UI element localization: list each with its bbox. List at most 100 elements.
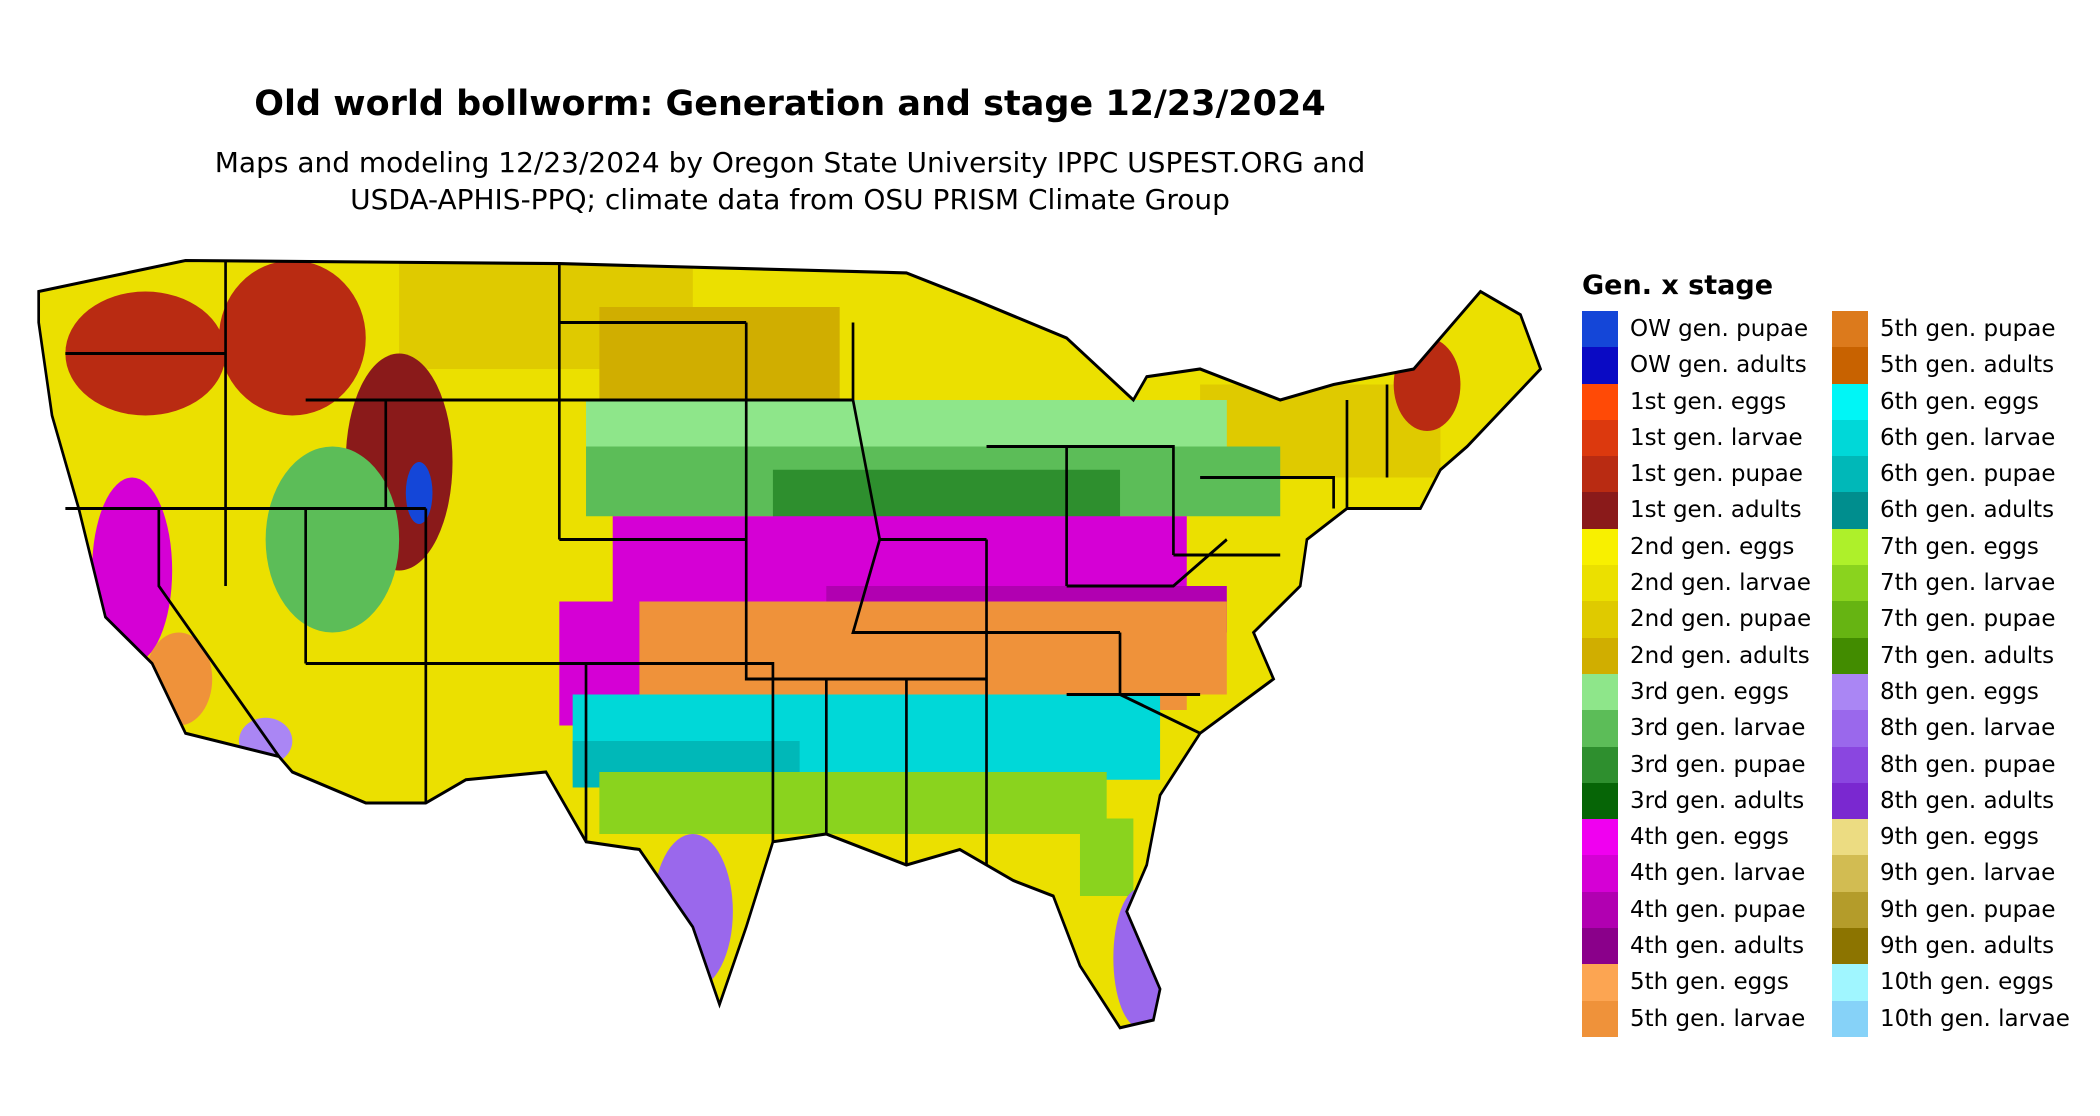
legend-swatch xyxy=(1582,637,1618,674)
legend-label: OW gen. adults xyxy=(1630,352,1807,379)
legend-label: 4th gen. eggs xyxy=(1630,824,1789,851)
legend-label: 8th gen. larvae xyxy=(1880,715,2056,742)
legend-swatch xyxy=(1582,528,1618,566)
us-generation-stage-map xyxy=(37,258,1543,1030)
region-3rd-gen-larvae-west xyxy=(265,446,400,633)
legend-label: 9th gen. eggs xyxy=(1880,824,2039,851)
legend-swatch xyxy=(1582,311,1618,348)
legend-label: 1st gen. larvae xyxy=(1630,424,1803,451)
state-lines xyxy=(65,260,1389,865)
region-7th-gen-larvae-fl xyxy=(1079,818,1134,896)
legend-swatch xyxy=(1832,456,1868,493)
state-boundaries xyxy=(37,258,1543,1030)
legend-swatch xyxy=(1582,673,1618,711)
legend-swatch xyxy=(1582,891,1618,929)
legend-label: 6th gen. pupae xyxy=(1880,461,2056,488)
legend-swatch xyxy=(1832,601,1868,638)
legend-swatch xyxy=(1832,928,1868,965)
legend-swatch xyxy=(1582,1000,1618,1037)
legend-label: 7th gen. eggs xyxy=(1880,533,2039,560)
legend-swatch xyxy=(1832,746,1868,783)
legend-label: 8th gen. adults xyxy=(1880,787,2055,814)
legend-label: 10th gen. eggs xyxy=(1880,969,2054,996)
legend-label: 7th gen. pupae xyxy=(1880,606,2056,633)
legend-swatch xyxy=(1832,347,1868,384)
region-3rd-gen-pupae xyxy=(772,469,1121,524)
legend-swatch xyxy=(1832,637,1868,674)
legend-label: 9th gen. pupae xyxy=(1880,896,2056,923)
legend-label: 3rd gen. adults xyxy=(1630,787,1805,814)
us-outline xyxy=(37,258,1543,1030)
legend-label: 4th gen. pupae xyxy=(1630,896,1806,923)
legend: Gen. x stage OW gen. pupae OW gen. adults… xyxy=(1582,270,2092,1040)
legend-label: 7th gen. adults xyxy=(1880,642,2055,669)
legend-label: 5th gen. larvae xyxy=(1630,1005,1806,1032)
legend-swatch xyxy=(1832,383,1868,420)
legend-label: OW gen. pupae xyxy=(1630,316,1809,342)
legend-label: 6th gen. eggs xyxy=(1880,388,2039,415)
legend-swatch xyxy=(1582,710,1618,747)
legend-label: 1st gen. pupae xyxy=(1630,461,1803,488)
legend-swatch xyxy=(1832,891,1868,929)
legend-swatch xyxy=(1832,492,1868,529)
legend-label: 2nd gen. larvae xyxy=(1630,570,1811,597)
legend-swatch xyxy=(1832,528,1868,566)
legend-label: 4th gen. adults xyxy=(1630,933,1805,960)
legend-swatch xyxy=(1582,383,1618,420)
legend-label: 1st gen. adults xyxy=(1630,497,1802,524)
map-title: Old world bollworm: Generation and stage… xyxy=(254,84,1326,124)
legend-label: 3rd gen. pupae xyxy=(1630,751,1806,778)
legend-swatch xyxy=(1582,855,1618,892)
legend-label: 8th gen. pupae xyxy=(1880,751,2056,778)
legend-label: 1st gen. eggs xyxy=(1630,388,1787,415)
legend-label: 9th gen. larvae xyxy=(1880,860,2056,887)
legend-swatch xyxy=(1832,419,1868,457)
legend-swatch xyxy=(1582,782,1618,820)
legend-title: Gen. x stage xyxy=(1582,270,1774,301)
legend-swatch xyxy=(1832,311,1868,348)
legend-swatch xyxy=(1832,782,1868,820)
legend-swatch xyxy=(1832,855,1868,892)
legend-label: 3rd gen. larvae xyxy=(1630,715,1806,742)
legend-swatch xyxy=(1832,819,1868,856)
legend-swatch xyxy=(1832,673,1868,711)
legend-swatch xyxy=(1832,710,1868,747)
legend-label: 7th gen. larvae xyxy=(1880,570,2056,597)
region-1st-gen-pupae-rockies xyxy=(218,260,366,416)
legend-label: 10th gen. larvae xyxy=(1880,1005,2070,1032)
map-subtitle: Maps and modeling 12/23/2024 by Oregon S… xyxy=(0,144,1580,218)
legend-label: 6th gen. adults xyxy=(1880,497,2055,524)
legend-swatch xyxy=(1582,819,1618,856)
region-8th-gen-larvae-tx xyxy=(652,834,733,989)
legend-swatch xyxy=(1582,456,1618,493)
legend-label: 3rd gen. eggs xyxy=(1630,678,1789,705)
legend-label: 2nd gen. adults xyxy=(1630,642,1810,669)
legend-label: 4th gen. larvae xyxy=(1630,860,1806,887)
legend-label: 5th gen. adults xyxy=(1880,352,2055,379)
legend-swatch xyxy=(1582,492,1618,529)
legend-label: 6th gen. larvae xyxy=(1880,424,2056,451)
legend-swatch xyxy=(1582,746,1618,783)
legend-swatch xyxy=(1832,565,1868,602)
legend-label: 5th gen. eggs xyxy=(1630,969,1789,996)
legend-label: 9th gen. adults xyxy=(1880,933,2055,960)
subtitle-line-2: USDA-APHIS-PPQ; climate data from OSU PR… xyxy=(350,183,1230,216)
region-8th-gen-eggs-az xyxy=(238,717,293,765)
region-8th-gen-larvae-fl xyxy=(1113,888,1167,1028)
region-7th-gen-larvae xyxy=(599,772,1107,834)
legend-swatch xyxy=(1582,419,1618,457)
legend-swatch xyxy=(1582,347,1618,384)
legend-swatch xyxy=(1832,964,1868,1001)
legend-swatch xyxy=(1582,565,1618,602)
legend-label: 8th gen. eggs xyxy=(1880,678,2039,705)
region-ow-gen-pupae xyxy=(405,462,433,524)
subtitle-line-1: Maps and modeling 12/23/2024 by Oregon S… xyxy=(214,146,1366,179)
legend-label: 5th gen. pupae xyxy=(1880,316,2056,342)
legend-label: 2nd gen. pupae xyxy=(1630,606,1812,633)
region-4th-gen-larvae-ca xyxy=(92,477,173,664)
legend-swatch xyxy=(1582,964,1618,1001)
legend-swatch xyxy=(1832,1000,1868,1037)
legend-swatch xyxy=(1582,928,1618,965)
legend-label: 2nd gen. eggs xyxy=(1630,533,1795,560)
legend-swatch xyxy=(1582,601,1618,638)
